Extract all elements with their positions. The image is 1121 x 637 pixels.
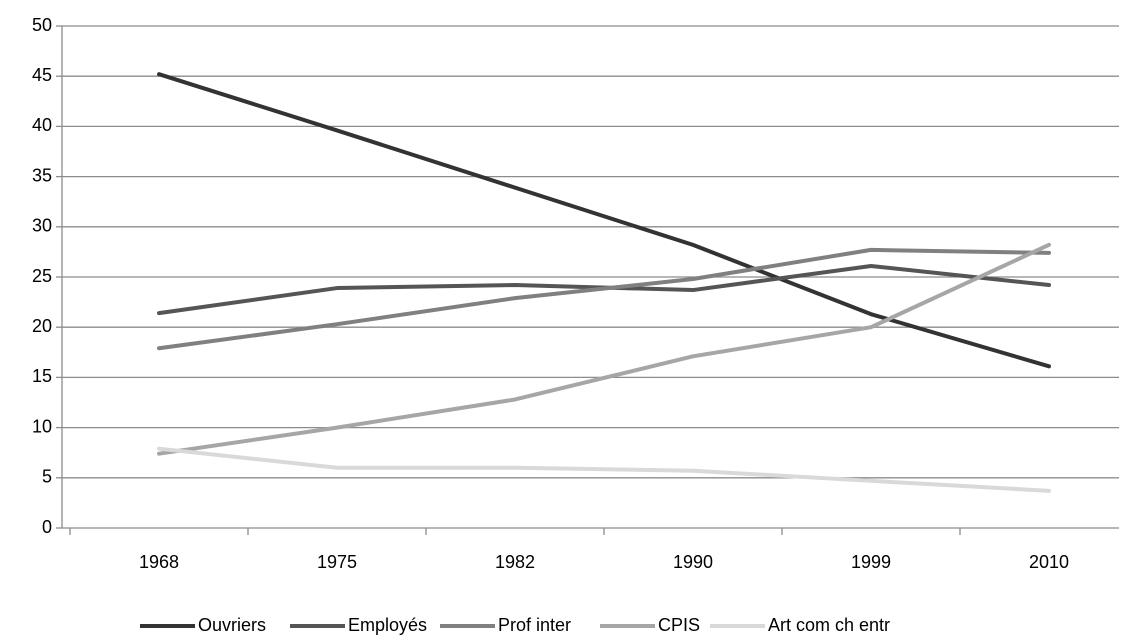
y-tick-label: 45 — [32, 65, 52, 85]
x-tick-label: 1990 — [673, 552, 713, 572]
x-tick-label: 1975 — [317, 552, 357, 572]
x-tick-label: 1982 — [495, 552, 535, 572]
x-tick-label: 1968 — [139, 552, 179, 572]
legend-label: Prof inter — [498, 615, 571, 635]
legend-label: Art com ch entr — [768, 615, 890, 635]
series-line — [157, 247, 1051, 351]
legend-label: CPIS — [658, 615, 700, 635]
series-line — [157, 446, 1051, 493]
legend-label: Ouvriers — [198, 615, 266, 635]
x-tick-label: 2010 — [1029, 552, 1069, 572]
series-line — [157, 72, 1051, 369]
series-line — [157, 242, 1051, 456]
x-tick-label: 1999 — [851, 552, 891, 572]
y-tick-label: 40 — [32, 115, 52, 135]
y-tick-label: 30 — [32, 216, 52, 236]
y-tick-label: 35 — [32, 165, 52, 185]
y-tick-label: 15 — [32, 366, 52, 386]
y-tick-label: 10 — [32, 416, 52, 436]
y-tick-label: 50 — [32, 15, 52, 35]
y-tick-label: 0 — [42, 517, 52, 537]
legend-label: Employés — [348, 615, 427, 635]
y-tick-label: 20 — [32, 316, 52, 336]
y-tick-label: 25 — [32, 266, 52, 286]
y-tick-label: 5 — [42, 467, 52, 487]
